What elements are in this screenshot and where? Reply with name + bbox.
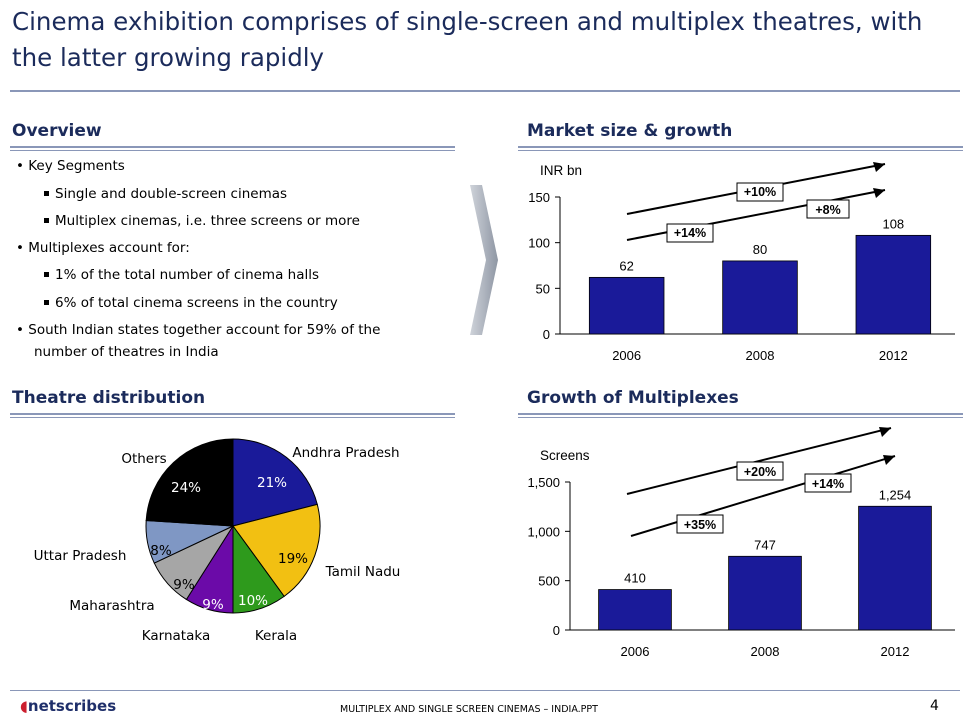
pie-slice: [232, 503, 321, 598]
market-divider: [518, 146, 963, 148]
slide-title: Cinema exhibition comprises of single-sc…: [12, 7, 923, 72]
theatre-divider-thin: [10, 417, 455, 418]
bar-value-label: 62: [619, 258, 633, 273]
bullet-text: 1% of the total number of cinema halls: [55, 267, 320, 283]
y-tick-label: 150: [528, 190, 550, 205]
title-divider: [10, 90, 960, 92]
pie-slice: [145, 438, 234, 527]
footer-divider: [10, 690, 960, 691]
bullet-halls: 1% of the total number of cinema halls: [44, 267, 319, 283]
growth-box: [736, 461, 784, 481]
growth-box: [736, 182, 784, 202]
y-tick-label: 0: [543, 327, 550, 342]
market-heading: Market size & growth: [527, 121, 733, 141]
growth-label-14: +14%: [674, 226, 706, 240]
pie-pct-label: 21%: [257, 475, 287, 491]
multiplex-divider: [518, 413, 963, 415]
chevron-arrow-icon: [470, 185, 498, 335]
bullet-south-indian-cont: number of theatres in India: [34, 344, 219, 360]
pie-pct-label: 19%: [278, 551, 308, 567]
bullet-text: 6% of total cinema screens in the countr…: [55, 295, 338, 311]
growth-label-14: +14%: [812, 477, 844, 491]
bullet-south-indian: • South Indian states together account f…: [16, 322, 381, 338]
growth-box: [666, 223, 714, 243]
logo-text: netscribes: [27, 697, 117, 715]
y-tick-label: 1,000: [527, 524, 560, 539]
pie-pct-label: 10%: [238, 593, 268, 609]
growth-label-8: +8%: [815, 203, 840, 217]
square-bullet-icon: [44, 218, 49, 223]
bullet-text: Multiplex cinemas, i.e. three screens or…: [55, 213, 360, 229]
square-bullet-icon: [44, 300, 49, 305]
market-unit-label: INR bn: [540, 163, 582, 178]
bar-value-label: 80: [753, 242, 767, 257]
y-tick-label: 100: [528, 236, 550, 251]
pie-category-label: Others: [121, 451, 166, 467]
y-tick-label: 500: [538, 574, 560, 589]
bullet-multiplex: Multiplex cinemas, i.e. three screens or…: [44, 213, 360, 229]
market-size-chart: INR bn 0 50 100 150 62 2006 80 2008 108 2012 +14…: [528, 162, 955, 363]
bullet-single-screen: Single and double-screen cinemas: [44, 186, 287, 202]
bar-value-label: 410: [624, 571, 646, 586]
growth-label-10: +10%: [744, 185, 776, 199]
pie-pct-label: 8%: [150, 543, 172, 559]
growth-label-20: +20%: [744, 465, 776, 479]
x-tick-label: 2006: [612, 348, 641, 363]
multiplex-growth-chart: Screens 0 500 1,000 1,500 410 2006 747 2008 1,2…: [527, 427, 955, 659]
bar: [588, 276, 665, 335]
growth-box: [804, 473, 852, 493]
theatre-distribution-pie: 21% 19% 10% 9% 9% 8% 24% Andhra Pradesh Tamil Na…: [34, 438, 401, 644]
pie-category-label: Andhra Pradesh: [292, 445, 399, 461]
page-number: 4: [930, 698, 939, 714]
square-bullet-icon: [44, 272, 49, 277]
bullet-key-segments: • Key Segments: [16, 158, 125, 174]
pie-category-label: Kerala: [255, 628, 297, 644]
pie-slice: [232, 438, 318, 527]
multiplex-heading: Growth of Multiplexes: [527, 388, 739, 408]
pie-pct-label: 9%: [173, 577, 195, 593]
theatre-heading: Theatre distribution: [12, 388, 206, 408]
bar: [598, 589, 672, 631]
pie-pct-label: 24%: [171, 480, 201, 496]
pie-category-label: Tamil Nadu: [325, 564, 401, 580]
bullet-multiplexes-account: • Multiplexes account for:: [16, 240, 190, 256]
overview-heading: Overview: [12, 121, 102, 141]
x-tick-label: 2012: [879, 348, 908, 363]
x-tick-label: 2008: [751, 644, 780, 659]
growth-box: [806, 199, 850, 219]
y-tick-label: 1,500: [527, 475, 560, 490]
y-tick-label: 0: [553, 623, 560, 638]
theatre-divider: [10, 413, 455, 415]
bullet-text: Single and double-screen cinemas: [55, 186, 288, 202]
bar: [855, 234, 932, 335]
bar-value-label: 747: [754, 537, 776, 552]
multiplex-unit-label: Screens: [540, 448, 590, 463]
pie-category-label: Uttar Pradesh: [34, 548, 127, 564]
growth-label-35: +35%: [684, 518, 716, 532]
x-tick-label: 2008: [746, 348, 775, 363]
netscribes-logo: ◖netscribes: [20, 697, 116, 715]
logo-icon: ◖: [20, 697, 28, 715]
overview-divider: [10, 146, 455, 148]
bar-value-label: 108: [882, 216, 904, 231]
bar: [728, 555, 802, 631]
bar-value-label: 1,254: [879, 487, 912, 502]
bullet-screens: 6% of total cinema screens in the countr…: [44, 295, 338, 311]
growth-box: [676, 514, 724, 534]
multiplex-divider-thin: [518, 417, 963, 418]
y-tick-label: 50: [536, 281, 550, 296]
pie-category-label: Karnataka: [142, 628, 210, 644]
bar: [858, 505, 932, 631]
x-tick-label: 2012: [881, 644, 910, 659]
overview-divider-thin: [10, 150, 455, 151]
pie-category-label: Maharashtra: [69, 598, 154, 614]
footer-title: MULTIPLEX AND SINGLE SCREEN CINEMAS – IN…: [340, 704, 598, 715]
square-bullet-icon: [44, 191, 49, 196]
bar: [722, 260, 798, 335]
market-divider-thin: [518, 150, 963, 151]
pie-pct-label: 9%: [202, 597, 224, 613]
x-tick-label: 2006: [621, 644, 650, 659]
